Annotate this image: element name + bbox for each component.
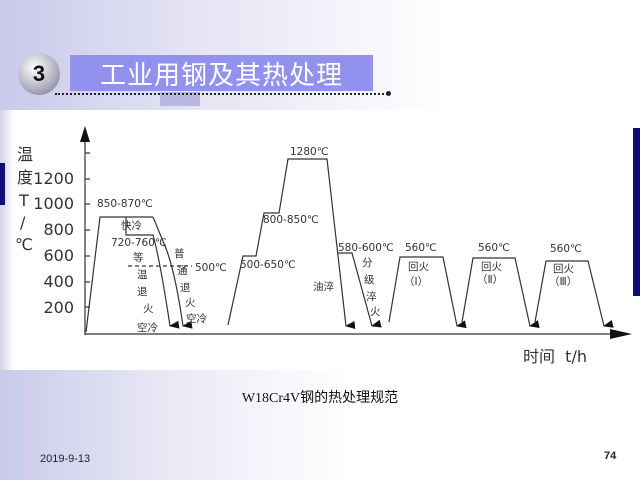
hardening-heat-curve <box>227 158 356 329</box>
x-axis-arrow <box>610 329 632 339</box>
y-tick-label: 800 <box>43 220 74 239</box>
y-axis-arrow <box>80 126 90 142</box>
iso-temp-label: 720-760℃ <box>111 237 167 249</box>
diagram-caption: W18Cr4V钢的热处理规范 <box>241 391 399 406</box>
step-label-char: 分 <box>362 257 373 269</box>
step-label-char: 火 <box>370 306 381 318</box>
fast-cool-label: 快冷 <box>121 219 142 232</box>
y-tick-label: 1200 <box>33 169 74 188</box>
temper-curve-1 <box>388 256 467 329</box>
air-cool-label: 空冷 <box>137 321 158 334</box>
temper2-temp-label: 560℃ <box>478 242 510 254</box>
step-label-char: 淬 <box>366 290 377 303</box>
temper1-label: 回火 <box>408 261 429 273</box>
right-accent-bar <box>633 128 640 296</box>
slide-date: 2019-9-13 <box>40 453 91 465</box>
page-number: 74 <box>604 450 617 462</box>
left-accent-bar <box>0 163 5 205</box>
x-axis-label: 时间 t/h <box>523 347 587 366</box>
temper2-label: 回火 <box>481 261 502 273</box>
anneal-temp-label: 850-870℃ <box>97 198 153 210</box>
iso-label-char: 等 <box>133 251 144 264</box>
y-label-char: / <box>20 213 26 232</box>
isothermal-anneal-curve <box>125 217 180 329</box>
step-quench-curve <box>337 252 382 328</box>
iso-label-char: 温 <box>137 269 148 281</box>
air-cool-label: 空冷 <box>186 312 207 325</box>
preheat1-label: 500-650℃ <box>240 259 296 271</box>
normal-label-char: 火 <box>185 297 196 309</box>
step-temp-label: 580-600℃ <box>338 242 394 254</box>
temper1-index: （Ⅰ） <box>404 276 428 288</box>
temper2-index: （Ⅱ） <box>477 274 503 286</box>
title-tab-decoration <box>160 92 200 106</box>
y-tick-label: 200 <box>43 298 74 317</box>
500-temp-label: 500℃ <box>195 262 227 274</box>
temper3-temp-label: 560℃ <box>550 243 582 255</box>
divider-end-dot <box>386 91 391 96</box>
y-ticks <box>85 152 90 308</box>
y-axis-label: 温 度 T / ℃ <box>15 145 33 254</box>
normal-anneal-curve <box>152 216 193 329</box>
footer-background <box>0 370 640 480</box>
normal-label-char: 普 <box>174 247 185 260</box>
temper1-temp-label: 560℃ <box>405 242 437 254</box>
y-tick-label: 1000 <box>33 194 74 213</box>
y-tick-label: 400 <box>43 272 74 291</box>
step-label-char: 级 <box>364 274 375 286</box>
normal-label-char: 退 <box>180 282 191 294</box>
temper-curve-2 <box>461 257 540 328</box>
temper-curve-3 <box>534 260 614 328</box>
temper3-label: 回火 <box>553 263 574 275</box>
normal-label-char: 通 <box>177 265 188 277</box>
temper3-index: （Ⅲ） <box>549 276 577 288</box>
y-label-char: ℃ <box>15 235 33 254</box>
annealing-heat-curve <box>85 216 153 333</box>
oil-quench-label: 油淬 <box>313 280 334 293</box>
iso-label-char: 退 <box>137 286 148 298</box>
preheat2-label: 800-850℃ <box>263 214 319 226</box>
section-number-badge: 3 <box>18 53 60 95</box>
dotted-divider <box>55 93 388 95</box>
y-label-char: 温 <box>17 145 33 164</box>
slide-title: 工业用钢及其热处理 <box>70 55 373 91</box>
y-label-char: 度 <box>17 168 33 187</box>
y-label-char: T <box>18 191 29 210</box>
iso-label-char: 火 <box>143 303 154 315</box>
austenitize-temp-label: 1280℃ <box>290 146 329 158</box>
y-tick-label: 600 <box>43 246 74 265</box>
